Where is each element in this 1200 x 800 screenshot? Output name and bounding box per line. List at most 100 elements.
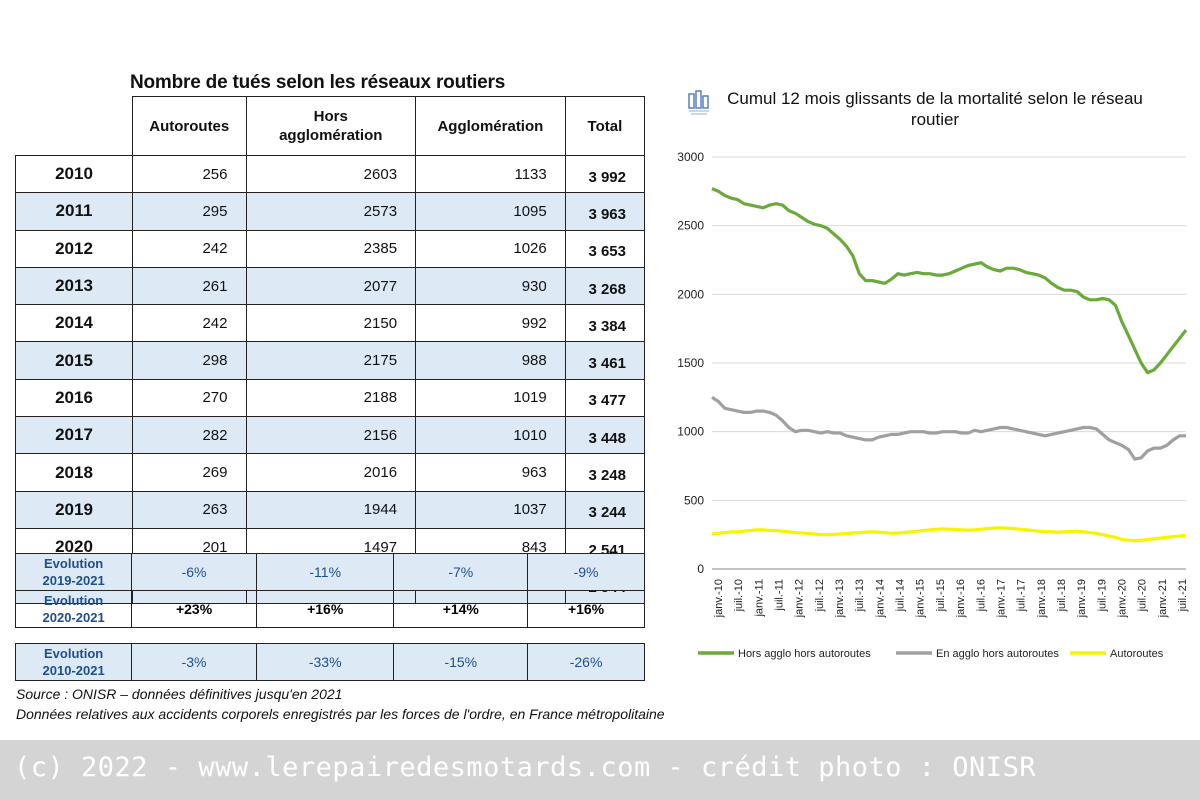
mortality-line-chart: 0 500 1000 1500 2000 2500 3000 janv.-10 juil.-10…	[677, 150, 1189, 660]
table-body: 2010 256 2603 1133 3 992 2011 295 2573 1095 3 963…	[15, 154, 646, 604]
hors-agglo-cell: 2016	[245, 453, 417, 492]
agglo-cell: 930	[415, 266, 566, 306]
evolution-row: Evolution 2010-2021 -3% -33% -15% -26%	[14, 643, 645, 681]
legend-label: Autoroutes	[1110, 648, 1164, 660]
evolution-autoroutes-cell: -6%	[131, 553, 257, 591]
header-blank-cell	[15, 96, 133, 156]
evolution-autoroutes-cell: +23%	[131, 590, 257, 628]
total-cell: 3 461	[564, 341, 646, 380]
evolution-row: Evolution 2020-2021 +23% +16% +14% +16%	[14, 590, 645, 628]
evolution-total-cell: -26%	[527, 643, 645, 681]
x-tick-label: janv.-11	[753, 579, 765, 618]
total-cell: 3 992	[564, 154, 646, 194]
total-cell: 3 963	[564, 192, 646, 231]
series-line-3	[711, 526, 1187, 543]
x-tick-label: janv.-13	[834, 579, 846, 618]
x-tick-label: janv.-20	[1116, 579, 1128, 618]
evolution-label: Evolution 2019-2021	[14, 553, 133, 591]
table-row: 2014 242 2150 992 3 384	[15, 304, 646, 343]
evolution-total-cell: +16%	[527, 590, 645, 628]
source-note: Source : ONISR – données définitives jus…	[16, 686, 343, 702]
year-cell: 2014	[15, 304, 133, 343]
autoroutes-cell: 298	[132, 341, 247, 380]
year-cell: 2010	[15, 154, 133, 194]
series-line-2	[711, 395, 1186, 461]
evolution-agglo-cell: -7%	[393, 553, 529, 591]
header-autoroutes: Autoroutes	[132, 96, 247, 156]
agglo-cell: 1026	[415, 229, 566, 268]
evolution-hors-agglo-cell: +16%	[255, 590, 395, 628]
evolution-label-line2: 2020-2021	[42, 610, 105, 625]
evolution-body: Evolution 2019-2021 -6% -11% -7% -9% Evolution…	[14, 553, 645, 628]
table-row: 2019 263 1944 1037 3 244	[15, 490, 646, 529]
series-line-1	[711, 187, 1188, 375]
y-tick-label: 2000	[677, 287, 704, 301]
x-tick-label: juil.-21	[1177, 579, 1189, 612]
x-tick-label: juil.-20	[1137, 579, 1149, 612]
total-cell: 3 448	[564, 416, 646, 455]
agglo-cell: 1010	[415, 416, 566, 455]
evolution-hors-agglo-cell: -11%	[255, 553, 395, 591]
x-tick-label: janv.-12	[794, 579, 806, 618]
hors-agglo-cell: 2150	[245, 304, 417, 343]
agglo-cell: 1095	[415, 192, 566, 231]
table-row: 2016 270 2188 1019 3 477	[15, 378, 646, 418]
autoroutes-cell: 295	[132, 192, 247, 231]
table-row: 2011 295 2573 1095 3 963	[15, 192, 646, 231]
y-tick-label: 500	[684, 493, 704, 507]
evolution-total-cell: -9%	[527, 553, 645, 591]
autoroutes-cell: 242	[132, 304, 247, 343]
data-note: Données relatives aux accidents corporel…	[16, 706, 665, 722]
y-tick-label: 2500	[677, 219, 704, 233]
chart-title: Cumul 12 mois glissants de la mortalité …	[727, 89, 1143, 129]
x-tick-label: juil.-12	[814, 579, 826, 612]
autoroutes-cell: 261	[132, 266, 247, 306]
y-tick-label: 0	[697, 562, 704, 576]
autoroutes-cell: 282	[132, 416, 247, 455]
year-cell: 2013	[15, 266, 133, 306]
total-cell: 3 248	[564, 453, 646, 492]
x-tick-label: juil.-16	[975, 579, 987, 612]
table-row: 2012 242 2385 1026 3 653	[15, 229, 646, 268]
header-agglo: Agglomération	[415, 96, 566, 156]
x-tick-label: juil.-11	[774, 579, 786, 612]
x-tick-label: juil.-18	[1056, 579, 1068, 612]
x-tick-label: janv.-14	[874, 579, 886, 618]
x-tick-label: juil.-19	[1096, 579, 1108, 612]
x-tick-label: juil.-13	[854, 579, 866, 612]
evolution-2010-2021-table: Evolution 2010-2021 -3% -33% -15% -26%	[14, 643, 645, 681]
agglo-cell: 988	[415, 341, 566, 380]
x-tick-label: juil.-15	[935, 579, 947, 612]
year-cell: 2011	[15, 192, 133, 231]
table-row: 2010 256 2603 1133 3 992	[15, 154, 646, 194]
autoroutes-cell: 270	[132, 378, 247, 418]
table-row: 2017 282 2156 1010 3 448	[15, 416, 646, 455]
evolution-label-line1: Evolution	[44, 646, 104, 661]
year-cell: 2019	[15, 490, 133, 529]
hors-agglo-cell: 2573	[245, 192, 417, 231]
header-hors-agglo-label: Hors agglomération	[279, 108, 383, 144]
header-total: Total	[564, 96, 646, 156]
y-tick-label: 1000	[677, 425, 704, 439]
hors-agglo-cell: 2077	[245, 266, 417, 306]
autoroutes-cell: 263	[132, 490, 247, 529]
hors-agglo-cell: 2603	[245, 154, 417, 194]
y-tick-label: 1500	[677, 356, 704, 370]
onisr-logo-icon	[688, 88, 710, 116]
evolution-agglo-cell: -15%	[393, 643, 529, 681]
hors-agglo-cell: 2188	[245, 378, 417, 418]
y-tick-label: 3000	[677, 150, 704, 164]
mortality-table: Autoroutes Hors agglomération Agglomérat…	[15, 96, 646, 604]
year-cell: 2018	[15, 453, 133, 492]
table-title: Nombre de tués selon les réseaux routier…	[130, 72, 506, 93]
x-tick-label: janv.-19	[1076, 579, 1088, 618]
year-cell: 2015	[15, 341, 133, 380]
agglo-cell: 1037	[415, 490, 566, 529]
agglo-cell: 992	[415, 304, 566, 343]
table-row: 2013 261 2077 930 3 268	[15, 266, 646, 306]
evolution-agglo-cell: +14%	[393, 590, 529, 628]
evolution-2010-2021-body: Evolution 2010-2021 -3% -33% -15% -26%	[14, 643, 645, 681]
evolution-autoroutes-cell: -3%	[131, 643, 257, 681]
x-tick-label: janv.-17	[995, 579, 1007, 618]
evolution-label-line2: 2019-2021	[42, 573, 105, 588]
